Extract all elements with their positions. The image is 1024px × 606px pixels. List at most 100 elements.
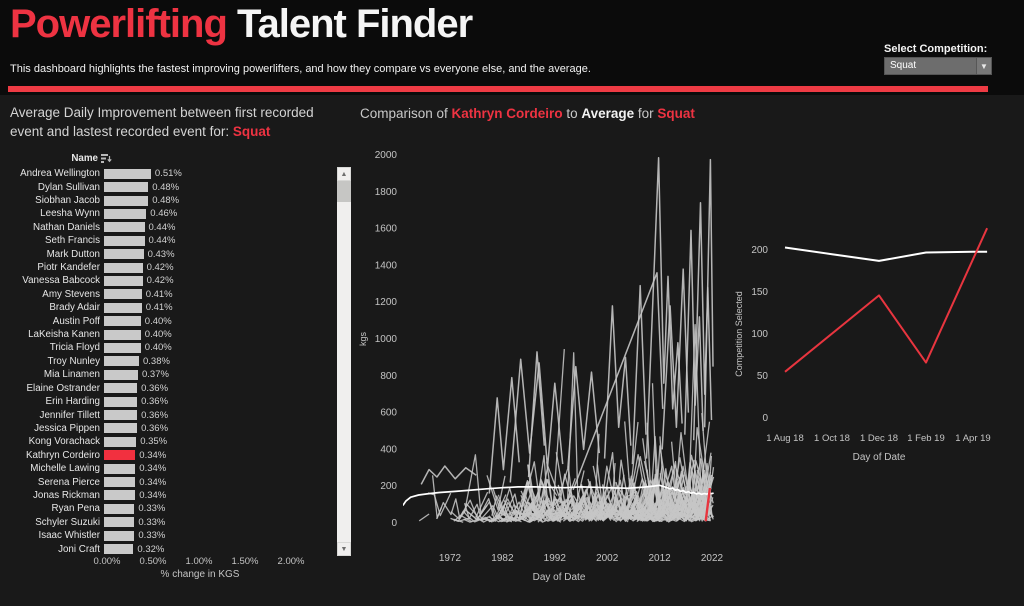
list-item[interactable]: Kong Vorachack 0.35% (8, 435, 308, 448)
athlete-name: Troy Nunley (47, 355, 100, 367)
list-item[interactable]: Jonas Rickman 0.34% (8, 489, 308, 502)
scrollbar[interactable]: ▲ ▼ (337, 167, 351, 556)
athlete-line (703, 158, 714, 428)
comparison-title-part: Kathryn Cordeiro (451, 106, 563, 121)
list-item[interactable]: Mia Linamen 0.37% (8, 368, 308, 381)
axis-tick-label: 1200 (375, 297, 398, 308)
improvement-bar[interactable] (104, 182, 149, 193)
improvement-bar[interactable] (104, 463, 136, 474)
scroll-up-icon[interactable]: ▲ (337, 167, 351, 181)
improvement-value: 0.34% (139, 489, 167, 501)
improvement-bar[interactable] (104, 302, 142, 313)
improvement-bar[interactable] (104, 222, 145, 233)
list-item[interactable]: Andrea Wellington 0.51% (8, 167, 308, 180)
improvement-bar[interactable] (104, 249, 144, 260)
competition-selected-chart[interactable]: 0 50 100 150 200 Competition Selected 1 Aug 18… (734, 205, 1020, 467)
competition-select-label: Select Competition: (884, 43, 988, 55)
improvement-bar[interactable] (104, 544, 134, 555)
list-item[interactable]: Leesha Wynn 0.46% (8, 207, 308, 220)
list-item[interactable]: Siobhan Jacob 0.48% (8, 194, 308, 207)
axis-tick-label: 0 (762, 413, 768, 424)
comparison-title-part: Squat (657, 106, 695, 121)
bar-list: Andrea Wellington 0.51% Dylan Sullivan 0.48… (8, 167, 308, 556)
competition-dropdown[interactable]: Squat ▼ (884, 57, 992, 75)
sort-icon[interactable] (101, 153, 112, 164)
improvement-bar[interactable] (104, 396, 138, 407)
list-item[interactable]: Nathan Daniels 0.44% (8, 221, 308, 234)
list-item[interactable]: Isaac Whistler 0.33% (8, 529, 308, 542)
improvement-bar[interactable] (104, 195, 149, 206)
axis-tick-label: 1 Oct 18 (814, 433, 850, 444)
athlete-name: Mark Dutton (46, 248, 100, 260)
list-item[interactable]: Ryan Pena 0.33% (8, 502, 308, 515)
list-item[interactable]: Kathryn Cordeiro 0.34% (8, 449, 308, 462)
improvement-bar[interactable] (104, 275, 143, 286)
athlete-line (511, 500, 570, 520)
athlete-line (545, 503, 588, 519)
list-item[interactable]: Piotr Kandefer 0.42% (8, 261, 308, 274)
scroll-down-icon[interactable]: ▼ (337, 542, 351, 556)
athlete-name: Piotr Kandefer (37, 262, 100, 274)
list-item[interactable]: Vanessa Babcock 0.42% (8, 274, 308, 287)
improvement-bar[interactable] (104, 436, 137, 447)
list-item[interactable]: Joni Craft 0.32% (8, 542, 308, 555)
improvement-bar[interactable] (104, 490, 136, 501)
athlete-line (631, 284, 647, 465)
improvement-bar[interactable] (104, 168, 151, 179)
list-item[interactable]: Serena Pierce 0.34% (8, 475, 308, 488)
improvement-bar[interactable] (104, 450, 136, 461)
improvement-bar[interactable] (104, 517, 135, 528)
list-item[interactable]: Tricia Floyd 0.40% (8, 341, 308, 354)
improvement-bar[interactable] (104, 369, 138, 380)
name-column-header[interactable]: Name (8, 152, 112, 165)
improvement-bar[interactable] (104, 383, 138, 394)
name-header-label: Name (71, 153, 98, 164)
athlete-line (587, 494, 612, 520)
improvement-value: 0.37% (142, 369, 169, 381)
athlete-line (518, 497, 565, 522)
improvement-bar[interactable] (104, 342, 141, 353)
improvement-value: 0.43% (147, 248, 175, 260)
improvement-x-axis-title: % change in KGS (160, 569, 240, 580)
athlete-name: Vanessa Babcock (22, 275, 100, 287)
improvement-bar[interactable] (104, 356, 139, 367)
list-item[interactable]: Troy Nunley 0.38% (8, 355, 308, 368)
list-item[interactable]: Jessica Pippen 0.36% (8, 422, 308, 435)
improvement-bar[interactable] (104, 423, 138, 434)
dropdown-arrow-icon[interactable]: ▼ (976, 58, 991, 74)
improvement-bar[interactable] (104, 208, 147, 219)
improvement-value: 0.40% (144, 342, 172, 354)
list-item[interactable]: LaKeisha Kanen 0.40% (8, 328, 308, 341)
list-item[interactable]: Erin Harding 0.36% (8, 395, 308, 408)
athlete-line (692, 202, 713, 441)
comparison-chart[interactable]: 0 200 400 600 800 1000 1200 1400 1600 1800 2000 kgs… (355, 140, 735, 606)
list-item[interactable]: Seth Francis 0.44% (8, 234, 308, 247)
list-item[interactable]: Dylan Sullivan 0.48% (8, 180, 308, 193)
improvement-x-axis: 0.00% 0.50% 1.00% 1.50% 2.00% (8, 556, 338, 568)
list-item[interactable]: Mark Dutton 0.43% (8, 247, 308, 260)
plot-area[interactable] (403, 157, 715, 523)
improvement-value: 0.34% (139, 449, 167, 461)
dashboard-subtitle: This dashboard highlights the fastest im… (10, 63, 591, 75)
improvement-bar[interactable] (104, 289, 142, 300)
list-item[interactable]: Michelle Lawing 0.34% (8, 462, 308, 475)
list-item[interactable]: Elaine Ostrander 0.36% (8, 382, 308, 395)
improvement-value: 0.36% (141, 422, 169, 434)
list-item[interactable]: Austin Poff 0.40% (8, 314, 308, 327)
scrollbar-thumb[interactable] (337, 181, 351, 202)
list-item[interactable]: Amy Stevens 0.41% (8, 288, 308, 301)
improvement-value: 0.51% (154, 168, 182, 180)
improvement-bar[interactable] (104, 329, 141, 340)
improvement-bar[interactable] (104, 262, 143, 273)
list-item[interactable]: Brady Adair 0.41% (8, 301, 308, 314)
improvement-bar[interactable] (104, 503, 135, 514)
axis-tick-label: 0.50% (139, 556, 167, 567)
improvement-bar[interactable] (104, 410, 138, 421)
list-item[interactable]: Schyler Suzuki 0.33% (8, 516, 308, 529)
improvement-bar[interactable] (104, 530, 135, 541)
improvement-bar[interactable] (104, 477, 136, 488)
list-item[interactable]: Jennifer Tillett 0.36% (8, 408, 308, 421)
improvement-bar[interactable] (104, 235, 145, 246)
improvement-bar[interactable] (104, 316, 141, 327)
athlete-line (690, 460, 709, 508)
